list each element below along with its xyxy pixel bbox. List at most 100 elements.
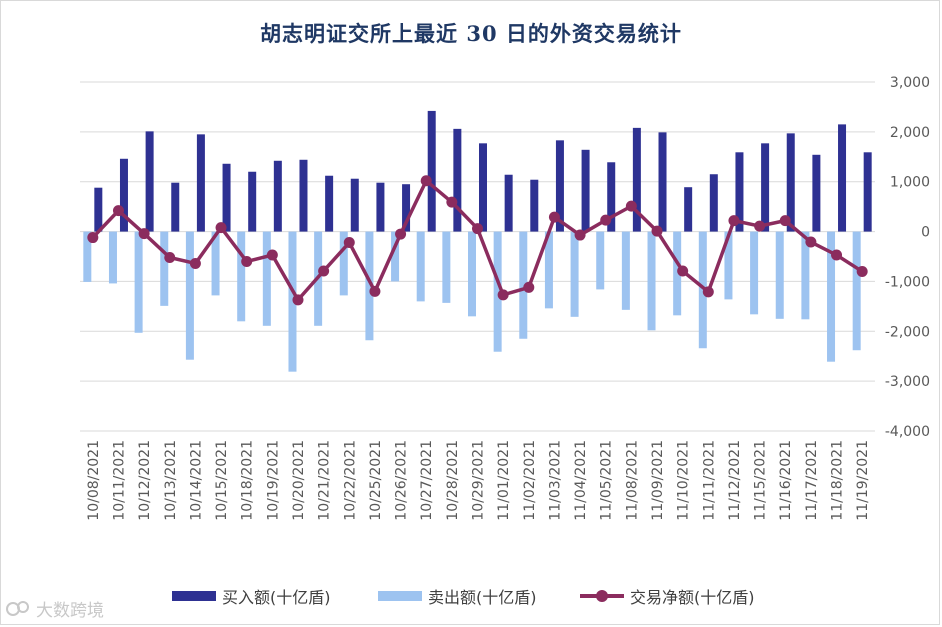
x-tick-label: 11/09/2021 xyxy=(650,440,666,521)
x-tick-label: 11/15/2021 xyxy=(753,440,769,521)
buy-bar xyxy=(145,131,154,232)
net-point xyxy=(369,285,381,297)
sell-bar xyxy=(416,231,425,302)
buy-bar xyxy=(248,171,257,232)
y-tick-label: 3,000 xyxy=(890,75,930,91)
net-point xyxy=(395,228,407,240)
sell-bar xyxy=(570,231,579,317)
sell-bar xyxy=(775,231,784,319)
sell-bar xyxy=(852,231,861,351)
x-tick-label: 11/03/2021 xyxy=(547,440,563,521)
x-tick-label: 10/28/2021 xyxy=(445,440,461,521)
x-tick-label: 11/17/2021 xyxy=(804,440,820,521)
x-tick-label: 10/14/2021 xyxy=(188,440,204,521)
sell-bar xyxy=(211,231,220,296)
net-point xyxy=(831,249,843,261)
x-tick-label: 11/01/2021 xyxy=(496,440,512,521)
x-tick-label: 10/11/2021 xyxy=(111,440,127,521)
x-tick-label: 11/12/2021 xyxy=(727,440,743,521)
buy-bar xyxy=(684,187,693,232)
sell-bar xyxy=(698,231,707,349)
x-tick-label: 11/18/2021 xyxy=(830,440,846,521)
net-point xyxy=(266,249,278,261)
x-tick-label: 11/10/2021 xyxy=(676,440,692,521)
sell-bar xyxy=(724,231,733,300)
buy-bar xyxy=(427,110,436,232)
x-tick-label: 10/29/2021 xyxy=(471,440,487,521)
buy-bar xyxy=(761,143,770,232)
legend-item-net[interactable]: 交易净额(十亿盾) xyxy=(580,584,755,608)
sell-bar xyxy=(262,231,271,326)
net-point xyxy=(112,205,124,217)
y-tick-label: 1,000 xyxy=(890,175,930,191)
x-tick-label: 10/26/2021 xyxy=(394,440,410,521)
sell-bar xyxy=(108,231,117,284)
x-tick-label: 10/15/2021 xyxy=(214,440,230,521)
buy-bar xyxy=(222,163,231,232)
sell-bar xyxy=(160,231,169,306)
buy-bar xyxy=(273,160,282,232)
buy-bar xyxy=(299,159,308,232)
buy-bar xyxy=(402,184,411,232)
sell-bar xyxy=(621,231,630,310)
legend-buy-swatch xyxy=(172,591,216,601)
buy-bar xyxy=(171,182,180,232)
buy-bar xyxy=(786,133,795,232)
y-tick-label: -1,000 xyxy=(885,274,930,290)
legend-item-sell[interactable]: 卖出额(十亿盾) xyxy=(378,584,537,608)
sell-bar xyxy=(544,231,553,309)
sell-bar xyxy=(801,231,810,320)
net-point xyxy=(574,229,586,241)
y-tick-label: -3,000 xyxy=(885,374,930,390)
legend-net-marker xyxy=(580,590,624,602)
sell-bar xyxy=(391,231,400,282)
buy-bar xyxy=(376,182,385,232)
net-point xyxy=(600,214,612,226)
y-tick-label: 0 xyxy=(921,225,930,241)
x-tick-label: 10/18/2021 xyxy=(240,440,256,521)
sell-bar xyxy=(750,231,759,315)
x-tick-label: 10/20/2021 xyxy=(291,440,307,521)
sell-bar xyxy=(647,231,656,331)
net-point xyxy=(702,286,714,298)
buy-bar xyxy=(709,174,718,232)
sell-bar xyxy=(339,231,348,296)
buy-bar xyxy=(581,149,590,232)
net-point xyxy=(805,236,817,248)
legend-sell-label: 卖出额(十亿盾) xyxy=(428,588,537,607)
x-tick-label: 11/16/2021 xyxy=(778,440,794,521)
buy-bar xyxy=(863,152,872,232)
net-point xyxy=(215,222,227,234)
buy-bar xyxy=(735,152,744,232)
x-tick-label: 10/21/2021 xyxy=(317,440,333,521)
buy-bar xyxy=(838,124,847,232)
net-point xyxy=(677,265,689,277)
net-point xyxy=(189,257,201,269)
buy-bar xyxy=(453,128,462,232)
net-point xyxy=(651,225,663,237)
x-tick-label: 10/22/2021 xyxy=(342,440,358,521)
net-point xyxy=(343,237,355,249)
x-tick-label: 10/25/2021 xyxy=(368,440,384,521)
net-point xyxy=(420,175,432,187)
net-point xyxy=(523,281,535,293)
sell-bar xyxy=(442,231,451,303)
net-point xyxy=(318,265,330,277)
chart-title: 胡志明证交所上最近 30 日的外资交易统计 xyxy=(260,21,682,46)
buy-bar xyxy=(325,175,334,232)
net-series-line xyxy=(91,178,864,302)
x-tick-label: 11/05/2021 xyxy=(599,440,615,521)
y-tick-label: -4,000 xyxy=(885,424,930,440)
watermark-text: 大数跨境 xyxy=(36,601,104,621)
sell-bar xyxy=(83,231,92,282)
sell-bar xyxy=(673,231,682,316)
net-point xyxy=(446,196,458,208)
x-tick-label: 11/02/2021 xyxy=(522,440,538,521)
buy-bar xyxy=(196,134,205,232)
net-point xyxy=(164,251,176,263)
buy-bar xyxy=(479,143,487,232)
net-point xyxy=(548,211,560,223)
legend-net-label: 交易净额(十亿盾) xyxy=(630,588,755,607)
x-tick-label: 11/11/2021 xyxy=(701,440,717,521)
legend-item-buy[interactable]: 买入额(十亿盾) xyxy=(172,584,331,608)
